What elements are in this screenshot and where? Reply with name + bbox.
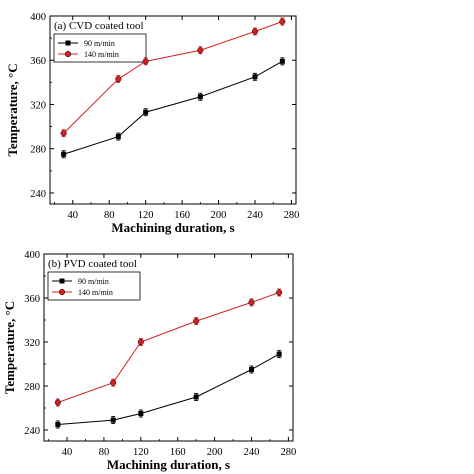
data-point bbox=[61, 151, 67, 157]
data-point bbox=[193, 318, 200, 325]
data-point bbox=[142, 58, 149, 65]
data-point bbox=[143, 109, 149, 115]
y-axis-label: Temperature, °C bbox=[2, 301, 17, 394]
data-point bbox=[249, 367, 254, 372]
plot-frame bbox=[43, 253, 294, 442]
legend-label: 90 m/min bbox=[84, 39, 115, 48]
data-point bbox=[252, 74, 258, 80]
x-axis-label: Machining duration, s bbox=[107, 457, 230, 472]
x-tick-label: 40 bbox=[68, 210, 79, 221]
series-line bbox=[63, 60, 283, 155]
y-axis-label: Temperature, °C bbox=[5, 63, 20, 156]
y-tick-label: 320 bbox=[30, 100, 46, 111]
y-tick-label: 400 bbox=[24, 250, 40, 261]
data-point bbox=[276, 351, 282, 357]
data-point bbox=[137, 338, 144, 346]
legend-label: 140 m/min bbox=[78, 288, 113, 297]
x-tick-label: 80 bbox=[104, 210, 115, 221]
data-point bbox=[193, 394, 199, 400]
x-tick-label: 160 bbox=[170, 447, 186, 458]
data-point bbox=[276, 289, 283, 296]
y-tick-label: 240 bbox=[30, 189, 46, 200]
x-tick-label: 280 bbox=[284, 210, 300, 221]
data-point bbox=[115, 75, 122, 83]
data-point bbox=[110, 417, 116, 423]
data-point bbox=[115, 134, 121, 140]
data-point bbox=[60, 130, 67, 137]
y-tick-label: 360 bbox=[24, 294, 40, 305]
x-tick-label: 160 bbox=[174, 210, 190, 221]
x-tick-label: 200 bbox=[207, 447, 223, 458]
legend-marker bbox=[64, 50, 72, 58]
y-tick-label: 360 bbox=[30, 56, 46, 67]
series-line bbox=[57, 292, 280, 403]
data-point bbox=[197, 47, 204, 54]
legend-marker bbox=[65, 40, 71, 46]
data-point bbox=[55, 422, 61, 427]
x-tick-label: 120 bbox=[138, 210, 154, 221]
x-axis-label: Machining duration, s bbox=[111, 220, 234, 235]
panel-title: (a) CVD coated tool bbox=[54, 20, 144, 32]
x-tick-label: 200 bbox=[211, 210, 227, 221]
y-tick-label: 320 bbox=[24, 338, 40, 349]
data-point bbox=[138, 411, 144, 416]
legend-marker bbox=[59, 278, 65, 284]
legend-marker bbox=[58, 288, 66, 296]
x-tick-label: 280 bbox=[281, 447, 297, 458]
x-tick-label: 120 bbox=[133, 447, 149, 458]
y-tick-label: 280 bbox=[24, 382, 40, 393]
chart-panel-a: 40 80 120 160 200 240 280 240 280 320 360 400 Machin… bbox=[5, 12, 299, 235]
data-point bbox=[251, 28, 259, 35]
series-line bbox=[57, 353, 280, 425]
plot-frame bbox=[49, 15, 297, 205]
data-point bbox=[54, 399, 61, 406]
x-tick-label: 240 bbox=[244, 447, 260, 458]
y-tick-label: 400 bbox=[30, 12, 46, 23]
series-line bbox=[63, 21, 283, 134]
legend-box bbox=[47, 271, 141, 301]
y-tick-label: 280 bbox=[30, 145, 46, 156]
legend-box bbox=[53, 33, 147, 63]
data-point bbox=[279, 58, 285, 64]
legend-label: 90 m/min bbox=[78, 277, 109, 286]
x-tick-label: 240 bbox=[247, 210, 263, 221]
chart-panel-b: 40 80 120 160 200 240 280 240 280 320 360 400 Machin… bbox=[2, 250, 296, 472]
data-point bbox=[248, 299, 255, 306]
x-tick-label: 80 bbox=[99, 447, 110, 458]
data-point bbox=[110, 379, 117, 386]
data-point bbox=[279, 18, 286, 25]
y-tick-label: 240 bbox=[24, 426, 40, 437]
x-tick-label: 40 bbox=[62, 447, 73, 458]
panel-title: (b) PVD coated tool bbox=[48, 258, 137, 270]
legend-label: 140 m/min bbox=[84, 50, 119, 59]
data-point bbox=[197, 94, 203, 100]
